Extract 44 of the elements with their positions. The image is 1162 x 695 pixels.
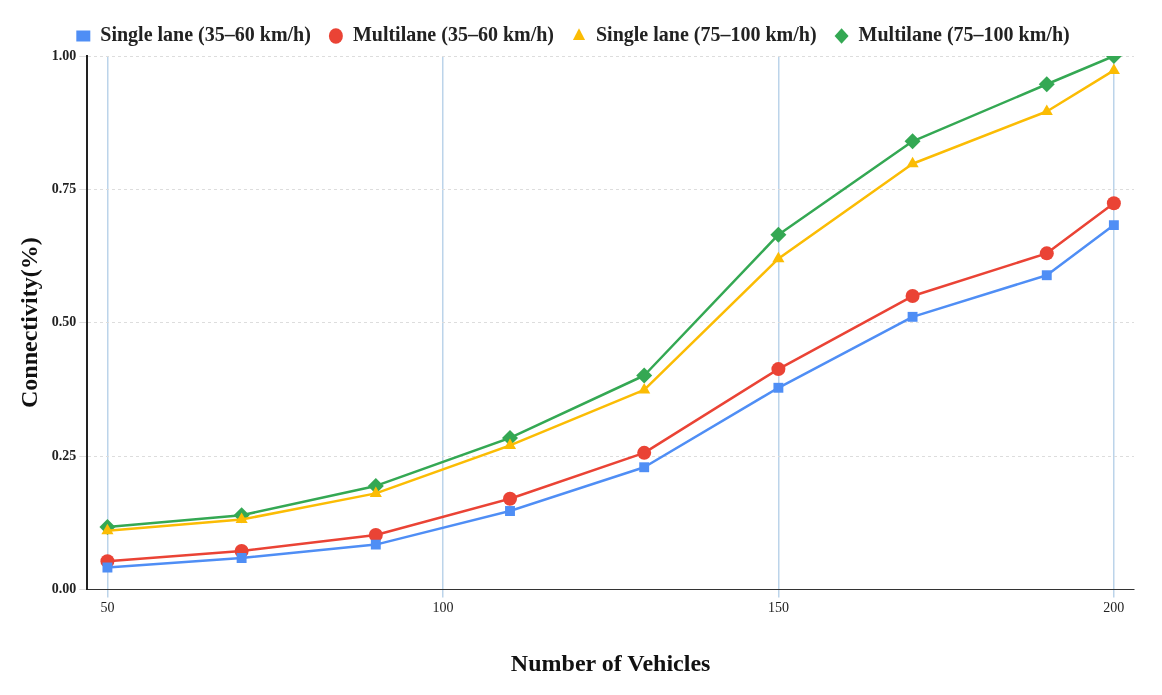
x-axis-title: Number of Vehicles bbox=[510, 649, 711, 676]
x-tick-label: 50 bbox=[100, 600, 115, 616]
point bbox=[770, 226, 787, 243]
legend-label: Multilane (75–100 km/h) bbox=[858, 23, 1070, 47]
point bbox=[1107, 63, 1120, 74]
point bbox=[1039, 246, 1054, 261]
legend-label: Single lane (35–60 km/h) bbox=[100, 23, 311, 47]
y-axis-title: Connectivity(%) bbox=[15, 237, 42, 409]
point bbox=[1038, 76, 1055, 93]
y-tick-label: 0.50 bbox=[51, 314, 77, 330]
x-tick-label: 150 bbox=[767, 600, 789, 616]
point bbox=[638, 382, 651, 394]
point bbox=[236, 552, 247, 563]
legend-label: Multilane (35–60 km/h) bbox=[352, 23, 555, 47]
point bbox=[235, 512, 248, 524]
legend-label: Single lane (75–100 km/h) bbox=[596, 23, 817, 47]
point bbox=[369, 486, 382, 497]
point bbox=[368, 527, 383, 542]
point bbox=[1108, 220, 1119, 231]
point bbox=[772, 251, 785, 263]
point bbox=[370, 539, 381, 550]
point bbox=[1106, 196, 1121, 211]
y-tick-label: 0.75 bbox=[51, 180, 77, 196]
point bbox=[637, 445, 652, 460]
x-tick-label: 200 bbox=[1103, 600, 1125, 616]
y-tick-label: 0.00 bbox=[51, 581, 77, 597]
point bbox=[905, 289, 920, 304]
point bbox=[101, 523, 114, 535]
point bbox=[505, 506, 515, 516]
point bbox=[636, 367, 653, 384]
point bbox=[1040, 104, 1053, 115]
point bbox=[503, 491, 518, 506]
point bbox=[503, 438, 517, 449]
point bbox=[773, 382, 784, 393]
point bbox=[639, 462, 650, 473]
point bbox=[904, 133, 921, 150]
point bbox=[906, 156, 919, 168]
y-tick-label: 1.00 bbox=[51, 47, 77, 63]
point bbox=[907, 311, 918, 322]
point bbox=[771, 362, 786, 377]
point bbox=[102, 562, 113, 573]
y-tick-label: 0.25 bbox=[51, 447, 77, 463]
x-tick-label: 100 bbox=[432, 600, 454, 616]
point bbox=[1041, 270, 1052, 281]
